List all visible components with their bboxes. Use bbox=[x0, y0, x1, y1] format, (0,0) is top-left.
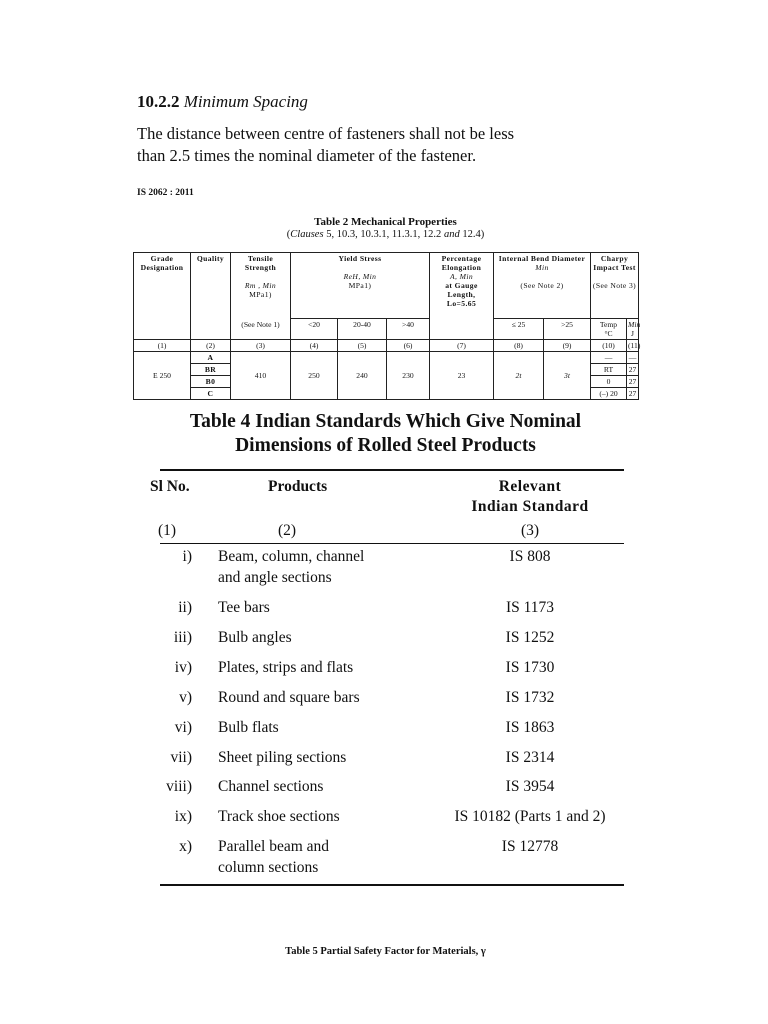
table2-mechanical-properties: Grade Designation Quality Tensile Streng… bbox=[133, 252, 640, 400]
row-standard: IS 1863 bbox=[505, 719, 555, 736]
section-paragraph: The distance between centre of fasteners… bbox=[137, 124, 515, 165]
table4-bottom-rule bbox=[160, 884, 624, 886]
row-sl-no: iv) bbox=[174, 659, 192, 676]
row-sl-no: v) bbox=[179, 689, 192, 706]
row-sl-no: vii) bbox=[170, 749, 192, 766]
row-sl-no: x) bbox=[179, 838, 192, 855]
table-row: BR RT 27 bbox=[134, 363, 640, 376]
row-product: Track shoe sections bbox=[218, 808, 340, 825]
header-sl-no: Sl No. bbox=[150, 478, 190, 495]
row-sl-no: ii) bbox=[178, 599, 192, 616]
table2-clauses: (Clauses 5, 10.3, 10.3.1, 11.3.1, 12.2 a… bbox=[286, 229, 485, 240]
row-standard: IS 1252 bbox=[505, 629, 555, 646]
row-product: Round and square bars bbox=[218, 689, 360, 706]
row-standard: IS 808 bbox=[509, 548, 551, 565]
table4-header-rule bbox=[160, 543, 624, 544]
table4-title: Table 4 Indian Standards Which Give Nomi… bbox=[189, 411, 582, 456]
row-product: column sections bbox=[218, 859, 319, 876]
row-product: Parallel beam and bbox=[218, 838, 330, 855]
row-standard: IS 1730 bbox=[505, 659, 555, 676]
row-standard: IS 1173 bbox=[505, 599, 555, 616]
row-sl-no: iii) bbox=[173, 629, 192, 646]
row-standard: IS 1732 bbox=[505, 689, 555, 706]
table2-column-numbers: (1) (2) (3) (4) (5) (6) (7) (8) (9) (10) (11) bbox=[133, 339, 640, 352]
table-row: C (–) 20 27 bbox=[134, 387, 640, 400]
row-sl-no: vi) bbox=[174, 719, 192, 736]
row-product: Bulb flats bbox=[218, 719, 279, 736]
row-sl-no: viii) bbox=[166, 778, 192, 795]
header-standard: Relevant bbox=[498, 478, 562, 495]
row-standard: IS 3954 bbox=[505, 778, 555, 795]
row-product: Channel sections bbox=[218, 778, 324, 795]
table-row: B0 0 27 bbox=[134, 375, 640, 388]
row-product: and angle sections bbox=[218, 569, 332, 586]
row-product: Tee bars bbox=[218, 599, 270, 616]
row-sl-no: ix) bbox=[174, 808, 192, 825]
table4-top-rule bbox=[160, 469, 624, 471]
header-products: Products bbox=[268, 478, 328, 495]
table-row: E 250 A 410 250 240 230 23 2t 3t — — bbox=[133, 351, 640, 400]
row-product: Sheet piling sections bbox=[218, 749, 347, 766]
table2-title: Table 2 Mechanical Properties bbox=[314, 216, 457, 228]
row-standard: IS 10182 (Parts 1 and 2) bbox=[454, 808, 606, 825]
row-product: Bulb angles bbox=[218, 629, 292, 646]
row-product: Beam, column, channel bbox=[218, 548, 365, 565]
row-standard: IS 2314 bbox=[505, 749, 555, 766]
table5-caption: Table 5 Partial Safety Factor for Materi… bbox=[285, 946, 486, 957]
section-heading: 10.2.2 Minimum Spacing bbox=[137, 92, 308, 111]
row-product: Plates, strips and flats bbox=[218, 659, 354, 676]
standard-id: IS 2062 : 2011 bbox=[137, 188, 194, 198]
header-standard-2: Indian Standard bbox=[471, 498, 589, 515]
row-standard: IS 12778 bbox=[501, 838, 559, 855]
row-sl-no: i) bbox=[182, 548, 192, 565]
